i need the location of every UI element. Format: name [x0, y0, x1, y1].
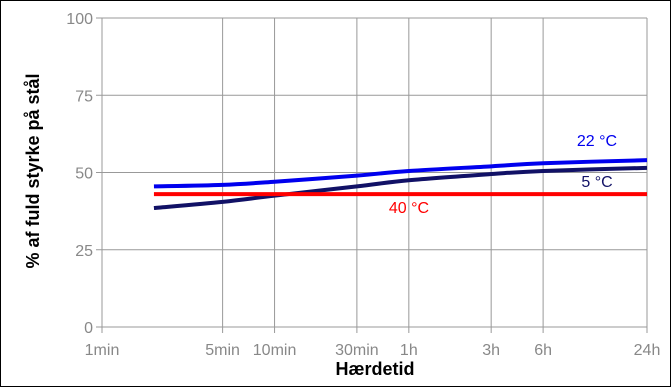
x-tick-label: 3h: [482, 342, 500, 359]
x-tick-label: 5min: [205, 342, 240, 359]
x-tick-label: 1h: [400, 342, 418, 359]
series-labels: 22 °C 5 °C 40 °C: [389, 133, 617, 217]
axes: 0 25 50 75 100 1min 5min 10min 30min 1h 3h 6h 24h: [66, 11, 660, 359]
series-label-5c: 5 °C: [581, 174, 612, 191]
series-label-40c: 40 °C: [389, 200, 429, 217]
x-tick-label: 10min: [253, 342, 297, 359]
series-line-5c: [153, 165, 648, 211]
x-tick-label: 30min: [335, 342, 379, 359]
y-tick-label: 100: [66, 11, 93, 28]
y-tick-label: 25: [75, 243, 93, 260]
y-tick-label: 50: [75, 166, 93, 183]
x-tick-label: 24h: [634, 342, 661, 359]
series-line-22c: [153, 158, 648, 189]
y-tick-label: 75: [75, 88, 93, 105]
x-axis-title: Hærdetid: [335, 359, 414, 379]
y-tick-label: 0: [84, 320, 93, 337]
y-axis-title: % af fuld styrke på stål: [23, 73, 43, 268]
series-lines: [153, 158, 648, 211]
x-tick-label: 1min: [85, 342, 120, 359]
x-tick-label: 6h: [534, 342, 552, 359]
series-label-22c: 22 °C: [577, 133, 617, 150]
